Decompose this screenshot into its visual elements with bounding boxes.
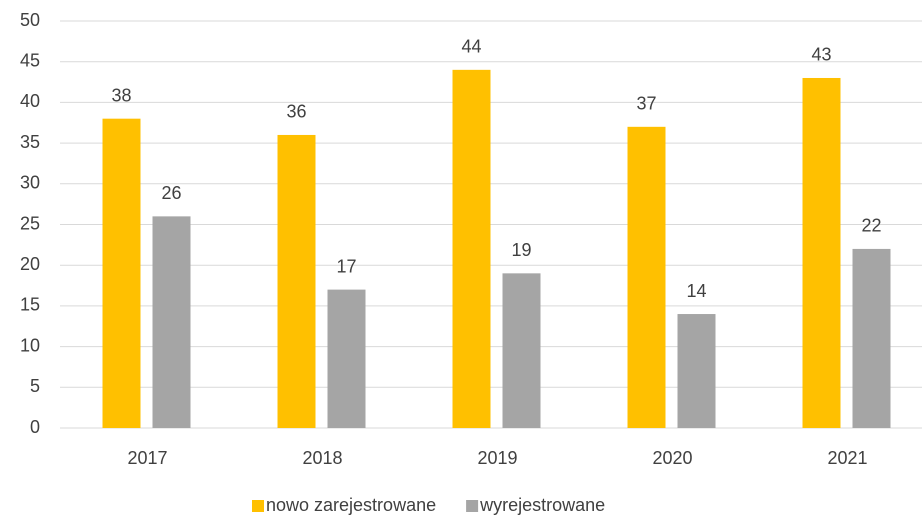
data-label: 26 <box>161 183 181 203</box>
legend-swatch <box>252 500 264 512</box>
y-tick-label: 10 <box>20 335 40 355</box>
data-label: 38 <box>111 85 131 105</box>
bar <box>677 314 716 428</box>
bar <box>452 69 491 428</box>
data-label: 44 <box>461 37 481 57</box>
bar <box>327 289 366 428</box>
y-tick-label: 20 <box>20 254 40 274</box>
x-tick-label: 2020 <box>652 448 692 468</box>
y-tick-label: 15 <box>20 295 40 315</box>
y-tick-label: 45 <box>20 50 40 70</box>
y-tick-label: 30 <box>20 173 40 193</box>
bar <box>852 248 891 428</box>
data-label: 43 <box>811 45 831 65</box>
data-label: 17 <box>336 256 356 276</box>
bar <box>277 134 316 428</box>
legend-swatch <box>466 500 479 512</box>
y-tick-label: 25 <box>20 213 40 233</box>
y-tick-label: 5 <box>30 376 40 396</box>
data-label: 14 <box>686 281 706 301</box>
data-label: 36 <box>286 102 306 122</box>
bar <box>627 126 666 428</box>
bar <box>802 77 841 428</box>
legend-label: nowo zarejestrowane <box>266 495 436 515</box>
y-tick-label: 40 <box>20 91 40 111</box>
x-tick-label: 2021 <box>827 448 867 468</box>
data-label: 19 <box>511 240 531 260</box>
x-tick-label: 2018 <box>302 448 342 468</box>
bar <box>152 216 191 428</box>
x-tick-label: 2019 <box>477 448 517 468</box>
bar <box>502 273 541 428</box>
y-tick-label: 35 <box>20 132 40 152</box>
bar <box>102 118 141 429</box>
data-label: 22 <box>861 216 881 236</box>
legend-label: wyrejestrowane <box>479 495 605 515</box>
y-tick-label: 50 <box>20 10 40 30</box>
x-tick-label: 2017 <box>127 448 167 468</box>
y-tick-label: 0 <box>30 417 40 437</box>
data-label: 37 <box>636 94 656 114</box>
